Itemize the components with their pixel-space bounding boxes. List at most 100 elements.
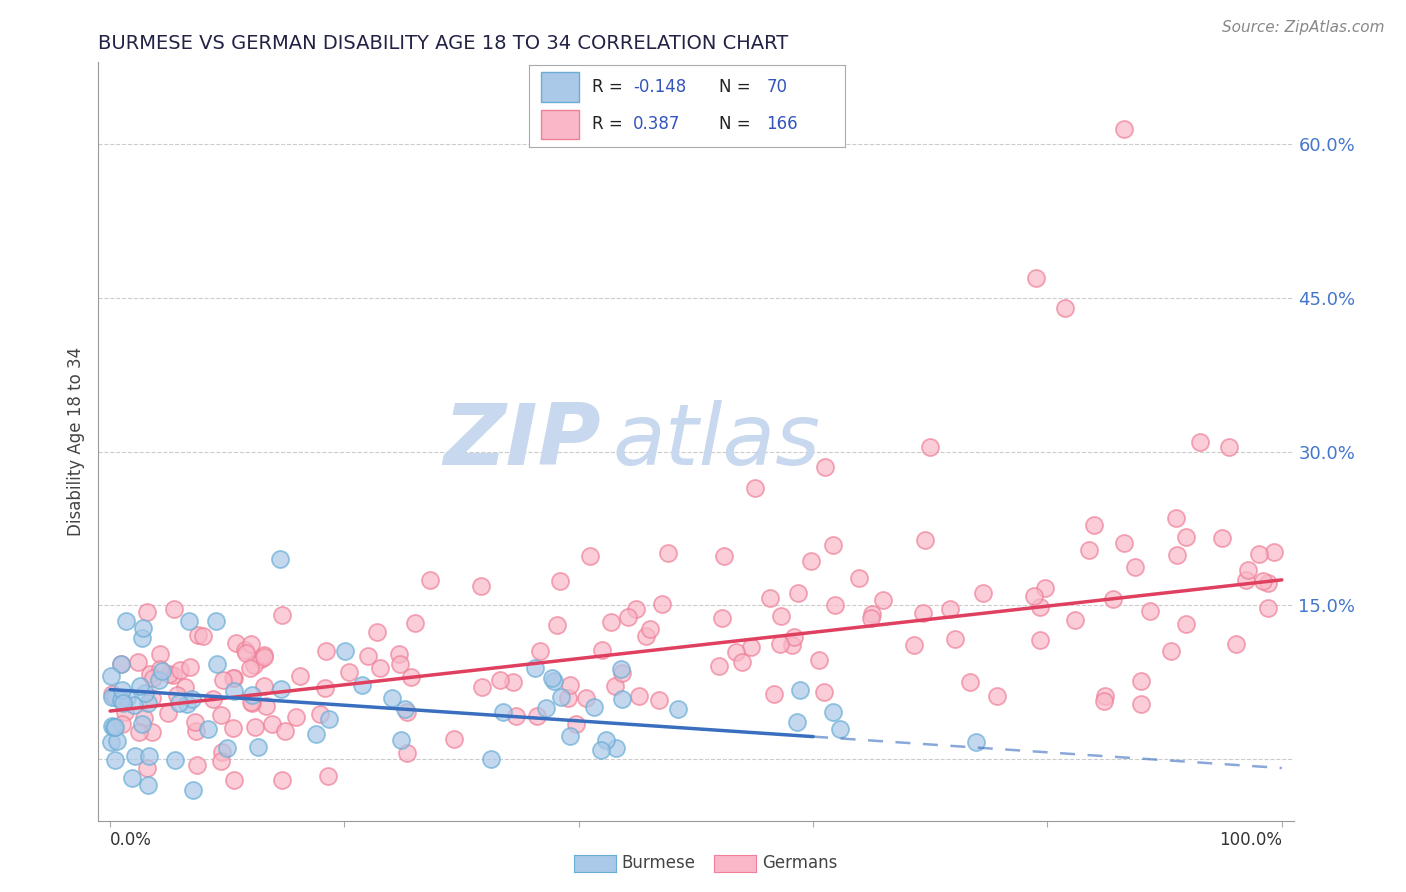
Point <box>872 593 894 607</box>
Point <box>197 722 219 736</box>
Point <box>368 661 391 675</box>
Point <box>270 608 292 623</box>
Text: ZIP: ZIP <box>443 400 600 483</box>
Point <box>859 611 882 625</box>
Point <box>492 705 515 719</box>
Point <box>247 739 270 754</box>
Point <box>404 616 426 631</box>
Point <box>131 716 153 731</box>
Point <box>138 748 160 763</box>
Point <box>314 681 336 696</box>
Point <box>939 601 962 615</box>
Point <box>1251 574 1274 588</box>
Point <box>271 772 294 787</box>
Point <box>744 481 766 495</box>
Point <box>541 671 564 685</box>
Point <box>610 666 633 681</box>
Point <box>269 552 291 566</box>
Point <box>104 720 127 734</box>
Point <box>139 667 162 681</box>
Point <box>149 648 172 662</box>
Point <box>605 741 627 756</box>
Point <box>830 722 852 736</box>
Point <box>389 733 412 747</box>
Point <box>107 733 129 747</box>
Point <box>209 708 232 723</box>
Point <box>783 630 806 644</box>
Point <box>186 758 208 772</box>
Point <box>550 690 572 705</box>
Point <box>136 778 159 792</box>
Point <box>534 700 557 714</box>
Point <box>557 690 579 705</box>
Point <box>174 680 197 694</box>
Point <box>169 663 191 677</box>
Point <box>184 723 207 738</box>
Text: Source: ZipAtlas.com: Source: ZipAtlas.com <box>1222 20 1385 35</box>
Point <box>1257 601 1279 615</box>
Point <box>148 673 170 687</box>
Point <box>114 706 136 720</box>
Point <box>333 644 356 658</box>
Point <box>308 707 330 722</box>
Point <box>600 615 623 629</box>
Point <box>1175 616 1198 631</box>
Point <box>187 628 209 642</box>
Point <box>176 698 198 712</box>
Point <box>443 732 465 747</box>
Point <box>713 549 735 563</box>
Point <box>103 719 125 733</box>
Point <box>179 660 201 674</box>
Point <box>558 678 581 692</box>
Point <box>1263 545 1285 559</box>
Point <box>253 650 276 665</box>
Point <box>111 696 134 710</box>
Point <box>824 598 846 612</box>
Point <box>352 678 374 692</box>
Point <box>101 687 124 701</box>
Point <box>163 753 186 767</box>
Point <box>100 735 122 749</box>
Point <box>780 638 803 652</box>
Point <box>177 615 200 629</box>
Point <box>709 658 731 673</box>
Point <box>914 533 936 548</box>
Point <box>471 680 494 694</box>
Point <box>157 667 180 681</box>
Point <box>786 714 808 729</box>
Point <box>366 624 388 639</box>
Point <box>972 586 994 600</box>
Point <box>394 702 416 716</box>
Point <box>211 745 233 759</box>
Point <box>1218 440 1240 454</box>
Point <box>666 701 689 715</box>
Point <box>101 718 124 732</box>
Point <box>920 440 942 454</box>
Point <box>134 686 156 700</box>
Point <box>1139 604 1161 618</box>
Point <box>1033 581 1056 595</box>
Point <box>1211 532 1233 546</box>
Point <box>100 669 122 683</box>
Text: atlas: atlas <box>613 400 820 483</box>
Text: 0.0%: 0.0% <box>110 830 152 849</box>
Point <box>605 679 627 693</box>
Point <box>221 721 243 735</box>
Point <box>1123 559 1146 574</box>
Point <box>1022 589 1045 603</box>
Point <box>1102 592 1125 607</box>
Point <box>651 597 673 611</box>
Point <box>124 749 146 764</box>
Point <box>1114 536 1136 550</box>
Point <box>233 642 256 657</box>
Point <box>136 605 159 619</box>
Point <box>388 647 411 661</box>
Point <box>575 691 598 706</box>
Point <box>558 730 581 744</box>
Point <box>479 752 502 766</box>
Point <box>959 674 981 689</box>
Point <box>470 579 492 593</box>
Point <box>1257 576 1279 591</box>
Point <box>243 720 266 734</box>
Point <box>318 712 340 726</box>
